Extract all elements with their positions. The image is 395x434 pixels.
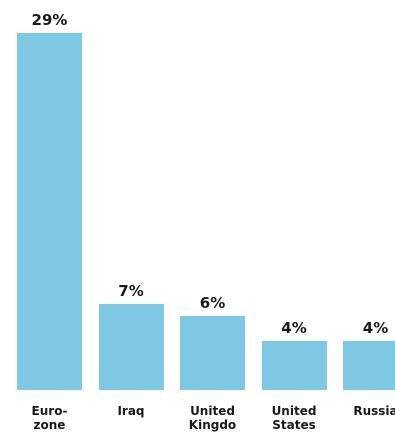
x-tick-label: Euro-zone [31, 404, 68, 432]
bar [180, 316, 245, 390]
x-tick-label: United States [271, 404, 317, 432]
x-tick-label: Russia [353, 404, 395, 418]
value-label: 4% [281, 318, 307, 337]
bar [343, 340, 395, 390]
value-label: 4% [362, 318, 389, 337]
value-label: 29% [31, 11, 68, 30]
value-label: 7% [118, 281, 144, 300]
bar [17, 33, 82, 390]
x-tick-label: United Kingdom [188, 404, 237, 434]
bar [98, 303, 164, 390]
bar [261, 340, 327, 390]
x-tick-label: Iraq [117, 404, 145, 418]
value-label: 6% [199, 294, 226, 313]
